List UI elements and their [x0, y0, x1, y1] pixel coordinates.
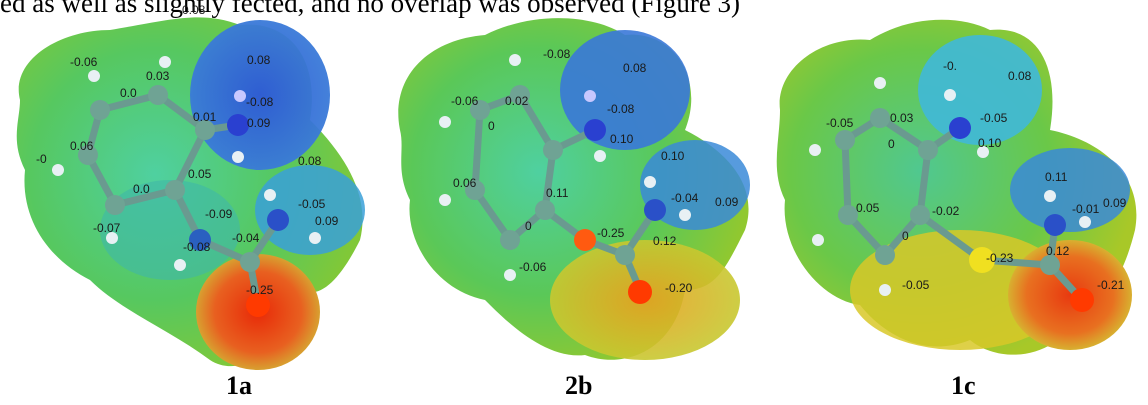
atomic-charge-label: 0: [525, 219, 532, 233]
atomic-charge-label: -0: [36, 152, 47, 166]
atomic-charge-label: 0.12: [1046, 244, 1070, 258]
atomic-charge-label: 0.11: [1045, 170, 1068, 184]
atomic-charge-label: -0.08: [178, 3, 206, 17]
atomic-charge-label: 0.02: [505, 94, 529, 108]
atomic-charge-label: 0.0: [120, 86, 137, 100]
atomic-charge-label: 0.06: [70, 139, 94, 153]
atomic-charge-label: 0: [488, 119, 495, 133]
esp-surface-1c: -0. 0.08 -0.05 0.03 -0.05 0 0.10 0.11 -0…: [776, 19, 1137, 355]
panel-label-2b: 2b: [565, 371, 593, 400]
atomic-charge-label: 0.01: [193, 110, 217, 124]
atomic-charge-label: 0.05: [856, 201, 880, 215]
atomic-charge-label: 0.08: [247, 53, 271, 67]
atomic-charge-label: -0.08: [246, 95, 274, 109]
atomic-charge-label: 0: [902, 229, 909, 243]
atoms-2b: [439, 54, 691, 304]
atomic-charge-label: -0.05: [902, 278, 930, 292]
atomic-charge-label: -0.: [943, 59, 957, 73]
atomic-charge-label: 0.03: [890, 111, 914, 125]
esp-surface-2b: -0.08 0.08 -0.06 0.02 -0.08 0 0.10 0.10 …: [398, 18, 750, 360]
atomic-charge-label: -0.08: [183, 240, 211, 254]
atomic-charge-label: 0.0: [133, 182, 150, 196]
atomic-charge-label: -0.05: [298, 197, 326, 211]
caption-text-fragment: ed as well as slightly fected, and no ov…: [0, 0, 741, 18]
atomic-charge-label: -0.02: [932, 204, 960, 218]
atomic-charge-label: 0.09: [715, 195, 739, 209]
molecule-panel-2b: -0.08 0.08 -0.06 0.02 -0.08 0 0.10 0.10 …: [385, 0, 775, 405]
atomic-charge-label: 0.11: [546, 186, 569, 200]
atomic-charge-label: 0.08: [623, 61, 647, 75]
esp-surface-1a: -0.08 0.08 -0.06 0.03 0.0 -0.08 0.01 0.0…: [16, 3, 365, 370]
atoms-1a: [52, 56, 321, 317]
atomic-charge-label: 0.09: [247, 116, 271, 130]
atomic-charge-label: -0.21: [1097, 278, 1125, 292]
atomic-charge-label: -0.20: [665, 281, 693, 295]
atomic-charges-1a: -0.08 0.08 -0.06 0.03 0.0 -0.08 0.01 0.0…: [36, 3, 339, 297]
atomic-charge-label: 0.03: [146, 69, 170, 83]
atomic-charge-label: 0.10: [978, 136, 1002, 150]
atomic-charge-label: 0.06: [453, 176, 477, 190]
molecule-panel-1a: -0.08 0.08 -0.06 0.03 0.0 -0.08 0.01 0.0…: [0, 0, 390, 405]
atomic-charge-label: 0.10: [661, 149, 685, 163]
atomic-charge-label: -0.08: [607, 102, 635, 116]
atoms-1c: [809, 77, 1094, 312]
atomic-charge-label: -0.01: [1072, 202, 1100, 216]
atomic-charge-label: -0.04: [671, 191, 699, 205]
atomic-charge-label: -0.04: [232, 231, 260, 245]
atomic-charge-label: -0.06: [519, 260, 547, 274]
panel-label-1c: 1c: [951, 371, 976, 400]
atomic-charge-label: -0.23: [986, 251, 1014, 265]
atomic-charges-2b: -0.08 0.08 -0.06 0.02 -0.08 0 0.10 0.10 …: [451, 47, 739, 295]
atomic-charge-label: -0.25: [597, 226, 625, 240]
atomic-charge-label: 0.09: [1103, 196, 1127, 210]
atomic-charge-label: -0.09: [205, 207, 233, 221]
atomic-charge-label: -0.06: [70, 55, 98, 69]
molecule-panel-1c: -0. 0.08 -0.05 0.03 -0.05 0 0.10 0.11 -0…: [760, 0, 1148, 405]
atomic-charges-1c: -0. 0.08 -0.05 0.03 -0.05 0 0.10 0.11 -0…: [826, 59, 1127, 292]
panel-label-1a: 1a: [226, 371, 252, 400]
atomic-charge-label: -0.25: [246, 283, 274, 297]
atomic-charge-label: -0.08: [543, 47, 571, 61]
atomic-charge-label: -0.05: [980, 111, 1008, 125]
atomic-charge-label: -0.07: [93, 221, 121, 235]
atomic-charge-label: 0.08: [1008, 69, 1032, 83]
atomic-charge-label: 0.05: [188, 167, 212, 181]
atomic-charge-label: -0.06: [451, 94, 479, 108]
atomic-charge-label: 0.09: [315, 214, 339, 228]
atomic-charge-label: 0.12: [653, 234, 677, 248]
atomic-charge-label: 0: [888, 137, 895, 151]
atomic-charge-label: 0.10: [610, 132, 634, 146]
atomic-charge-label: 0.08: [298, 154, 322, 168]
atomic-charge-label: -0.05: [826, 116, 854, 130]
